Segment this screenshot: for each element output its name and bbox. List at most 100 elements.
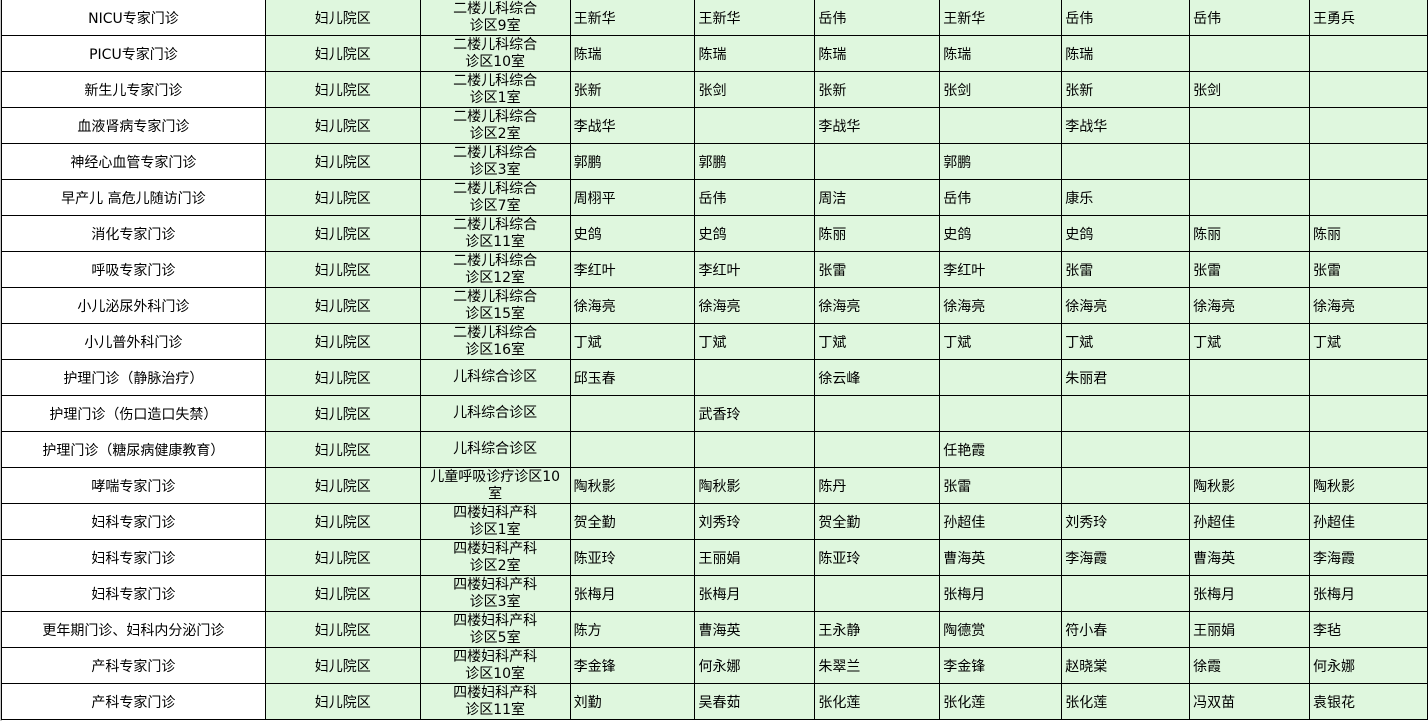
doctor-cell[interactable]: 张雷	[1189, 251, 1311, 288]
doctor-cell[interactable]: 符小春	[1061, 611, 1191, 648]
doctor-cell[interactable]	[1309, 179, 1428, 216]
service-name-cell[interactable]: 小儿普外科门诊	[1, 323, 266, 360]
service-name-cell[interactable]: 妇科专家门诊	[1, 539, 266, 576]
campus-cell[interactable]: 妇儿院区	[264, 71, 421, 108]
doctor-cell[interactable]: 武香玲	[694, 395, 816, 432]
doctor-cell[interactable]: 陈丽	[814, 215, 941, 252]
doctor-cell[interactable]: 史鸽	[939, 215, 1063, 252]
doctor-cell[interactable]: 张剑	[1189, 71, 1311, 108]
room-cell[interactable]: 儿科综合诊区	[419, 395, 571, 432]
doctor-cell[interactable]: 张雷	[939, 467, 1063, 504]
doctor-cell[interactable]	[1309, 143, 1428, 180]
campus-cell[interactable]: 妇儿院区	[264, 575, 421, 612]
doctor-cell[interactable]	[1189, 179, 1311, 216]
doctor-cell[interactable]: 王丽娟	[1189, 611, 1311, 648]
doctor-cell[interactable]: 刘秀玲	[694, 503, 816, 540]
service-name-cell[interactable]: 护理门诊（静脉治疗）	[1, 359, 266, 396]
room-cell[interactable]: 二楼儿科综合 诊区3室	[419, 143, 571, 180]
room-cell[interactable]: 二楼儿科综合 诊区10室	[419, 35, 571, 72]
room-cell[interactable]: 二楼儿科综合 诊区9室	[419, 0, 571, 36]
service-name-cell[interactable]: 血液肾病专家门诊	[1, 107, 266, 144]
doctor-cell[interactable]	[1061, 575, 1191, 612]
campus-cell[interactable]: 妇儿院区	[264, 467, 421, 504]
room-cell[interactable]: 二楼儿科综合 诊区11室	[419, 215, 571, 252]
doctor-cell[interactable]: 徐海亮	[694, 287, 816, 324]
doctor-cell[interactable]: 郭鹏	[939, 143, 1063, 180]
room-cell[interactable]: 四楼妇科产科 诊区10室	[419, 647, 571, 684]
doctor-cell[interactable]: 袁银花	[1309, 683, 1428, 720]
doctor-cell[interactable]: 李红叶	[569, 251, 696, 288]
doctor-cell[interactable]: 陈瑞	[569, 35, 696, 72]
service-name-cell[interactable]: 神经心血管专家门诊	[1, 143, 266, 180]
service-name-cell[interactable]: 妇科专家门诊	[1, 503, 266, 540]
room-cell[interactable]: 四楼妇科产科 诊区2室	[419, 539, 571, 576]
room-cell[interactable]: 二楼儿科综合 诊区7室	[419, 179, 571, 216]
doctor-cell[interactable]: 张梅月	[694, 575, 816, 612]
doctor-cell[interactable]: 王新华	[939, 0, 1063, 36]
doctor-cell[interactable]: 徐霞	[1189, 647, 1311, 684]
campus-cell[interactable]: 妇儿院区	[264, 359, 421, 396]
doctor-cell[interactable]: 王新华	[569, 0, 696, 36]
service-name-cell[interactable]: 护理门诊（伤口造口失禁）	[1, 395, 266, 432]
doctor-cell[interactable]	[1189, 35, 1311, 72]
campus-cell[interactable]: 妇儿院区	[264, 647, 421, 684]
doctor-cell[interactable]: 徐海亮	[1061, 287, 1191, 324]
doctor-cell[interactable]: 史鸽	[1061, 215, 1191, 252]
service-name-cell[interactable]: 妇科专家门诊	[1, 575, 266, 612]
campus-cell[interactable]: 妇儿院区	[264, 0, 421, 36]
doctor-cell[interactable]	[814, 395, 941, 432]
service-name-cell[interactable]: 小儿泌尿外科门诊	[1, 287, 266, 324]
doctor-cell[interactable]: 陈亚玲	[569, 539, 696, 576]
doctor-cell[interactable]	[1061, 143, 1191, 180]
doctor-cell[interactable]: 陶秋影	[569, 467, 696, 504]
doctor-cell[interactable]	[939, 359, 1063, 396]
doctor-cell[interactable]: 王永静	[814, 611, 941, 648]
doctor-cell[interactable]	[1189, 395, 1311, 432]
room-cell[interactable]: 二楼儿科综合 诊区2室	[419, 107, 571, 144]
doctor-cell[interactable]	[814, 431, 941, 468]
doctor-cell[interactable]	[569, 395, 696, 432]
doctor-cell[interactable]: 张化莲	[814, 683, 941, 720]
doctor-cell[interactable]: 张梅月	[939, 575, 1063, 612]
service-name-cell[interactable]: 呼吸专家门诊	[1, 251, 266, 288]
doctor-cell[interactable]: 徐海亮	[569, 287, 696, 324]
doctor-cell[interactable]	[1189, 143, 1311, 180]
doctor-cell[interactable]: 朱丽君	[1061, 359, 1191, 396]
doctor-cell[interactable]: 曹海英	[939, 539, 1063, 576]
doctor-cell[interactable]: 张新	[814, 71, 941, 108]
doctor-cell[interactable]: 徐海亮	[814, 287, 941, 324]
doctor-cell[interactable]: 李战华	[814, 107, 941, 144]
doctor-cell[interactable]: 丁斌	[939, 323, 1063, 360]
service-name-cell[interactable]: 产科专家门诊	[1, 647, 266, 684]
doctor-cell[interactable]: 张梅月	[1189, 575, 1311, 612]
campus-cell[interactable]: 妇儿院区	[264, 35, 421, 72]
campus-cell[interactable]: 妇儿院区	[264, 251, 421, 288]
doctor-cell[interactable]: 张梅月	[569, 575, 696, 612]
campus-cell[interactable]: 妇儿院区	[264, 395, 421, 432]
doctor-cell[interactable]: 丁斌	[1189, 323, 1311, 360]
doctor-cell[interactable]	[694, 431, 816, 468]
doctor-cell[interactable]	[1189, 431, 1311, 468]
doctor-cell[interactable]: 张新	[1061, 71, 1191, 108]
doctor-cell[interactable]: 李红叶	[694, 251, 816, 288]
campus-cell[interactable]: 妇儿院区	[264, 215, 421, 252]
doctor-cell[interactable]: 郭鹏	[694, 143, 816, 180]
doctor-cell[interactable]: 王勇兵	[1309, 0, 1428, 36]
campus-cell[interactable]: 妇儿院区	[264, 431, 421, 468]
doctor-cell[interactable]: 何永娜	[1309, 647, 1428, 684]
doctor-cell[interactable]	[814, 575, 941, 612]
campus-cell[interactable]: 妇儿院区	[264, 611, 421, 648]
room-cell[interactable]: 四楼妇科产科 诊区11室	[419, 683, 571, 720]
doctor-cell[interactable]: 陈丽	[1309, 215, 1428, 252]
doctor-cell[interactable]	[694, 107, 816, 144]
doctor-cell[interactable]: 贺全勤	[569, 503, 696, 540]
doctor-cell[interactable]: 岳伟	[939, 179, 1063, 216]
campus-cell[interactable]: 妇儿院区	[264, 143, 421, 180]
service-name-cell[interactable]: 产科专家门诊	[1, 683, 266, 720]
doctor-cell[interactable]: 李海霞	[1061, 539, 1191, 576]
doctor-cell[interactable]: 赵晓棠	[1061, 647, 1191, 684]
doctor-cell[interactable]: 郭鹏	[569, 143, 696, 180]
service-name-cell[interactable]: 新生儿专家门诊	[1, 71, 266, 108]
campus-cell[interactable]: 妇儿院区	[264, 539, 421, 576]
doctor-cell[interactable]: 徐海亮	[939, 287, 1063, 324]
